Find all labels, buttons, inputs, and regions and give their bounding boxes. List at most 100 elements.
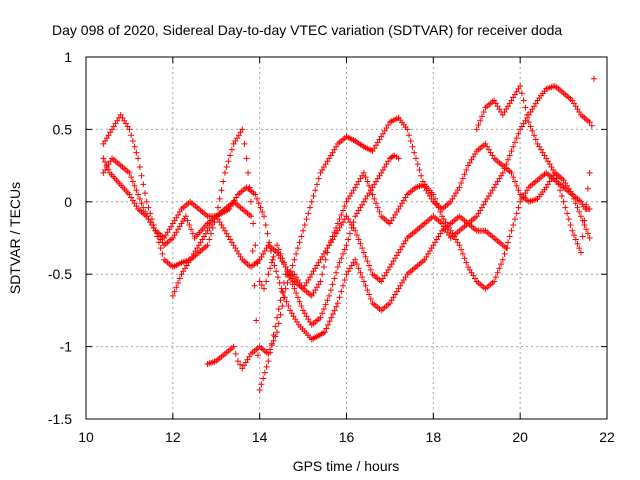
data-point: [310, 193, 317, 200]
data-point: [577, 249, 584, 256]
data-point: [267, 349, 274, 356]
data-point: [135, 191, 142, 198]
data-point: [362, 174, 369, 181]
data-point: [510, 174, 517, 181]
data-point: [576, 208, 583, 215]
data-point: [406, 132, 413, 139]
data-point: [343, 242, 350, 249]
data-point: [364, 258, 371, 265]
data-point: [574, 240, 581, 247]
series-track-f: [473, 75, 597, 256]
data-point: [305, 210, 312, 217]
data-point: [551, 169, 558, 176]
data-point: [581, 217, 588, 224]
data-point: [157, 245, 164, 252]
data-point: [461, 255, 468, 262]
data-point: [239, 126, 246, 133]
data-point: [274, 314, 281, 321]
data-point: [277, 311, 284, 318]
data-point: [503, 245, 510, 252]
data-point: [501, 250, 508, 257]
data-point: [143, 198, 150, 205]
data-point: [261, 213, 268, 220]
data-point: [329, 311, 336, 318]
data-point: [353, 232, 360, 239]
data-point: [501, 165, 508, 172]
data-point: [182, 213, 189, 220]
data-point: [584, 230, 591, 237]
data-point: [184, 217, 191, 224]
data-point: [569, 191, 576, 198]
y-tick-label: -1: [60, 339, 73, 355]
data-point: [307, 204, 314, 211]
data-point: [260, 375, 267, 382]
data-point: [511, 139, 518, 146]
data-point: [395, 155, 402, 162]
data-point: [367, 187, 374, 194]
data-point: [259, 208, 266, 215]
tick-labels-layer: 10 12 14 16 18 20 22 -1.5 -1 -0.5 0 0.5 1: [48, 49, 615, 445]
data-point: [320, 263, 327, 270]
data-point: [320, 305, 327, 312]
data-point: [456, 184, 463, 191]
data-point: [364, 287, 371, 294]
data-point: [433, 200, 440, 207]
data-point: [527, 123, 534, 130]
data-point: [279, 303, 286, 310]
data-point: [324, 297, 331, 304]
data-point: [574, 204, 581, 211]
data-point: [171, 288, 178, 295]
data-point: [317, 278, 324, 285]
data-point: [520, 97, 527, 104]
data-point: [285, 303, 292, 310]
data-point: [437, 208, 444, 215]
data-point: [478, 113, 485, 120]
data-point: [532, 136, 539, 143]
data-point: [277, 297, 284, 304]
data-point: [312, 187, 319, 194]
data-point: [506, 152, 513, 159]
data-point: [268, 340, 275, 347]
data-point: [366, 291, 373, 298]
series-track-c: [204, 114, 593, 372]
data-point: [517, 82, 524, 89]
data-point: [298, 233, 305, 240]
data-point: [531, 132, 538, 139]
data-point: [459, 175, 466, 182]
x-tick-label: 14: [252, 429, 268, 445]
data-point: [492, 274, 499, 281]
data-point: [101, 158, 108, 165]
data-point: [340, 207, 347, 214]
data-point: [463, 259, 470, 266]
data-point: [513, 135, 520, 142]
data-point: [515, 187, 522, 194]
data-point: [258, 381, 265, 388]
data-point: [333, 303, 340, 310]
data-point: [267, 265, 274, 272]
data-point: [331, 307, 338, 314]
data-point: [494, 269, 501, 276]
data-point: [583, 201, 590, 208]
data-point: [367, 295, 374, 302]
data-point: [579, 233, 586, 240]
data-point: [126, 169, 133, 176]
data-point: [463, 166, 470, 173]
data-point: [147, 210, 154, 217]
data-point: [412, 155, 419, 162]
data-point: [586, 206, 593, 213]
data-point: [557, 187, 564, 194]
data-point: [225, 158, 232, 165]
data-point: [461, 171, 468, 178]
data-point: [588, 122, 595, 129]
data-point: [280, 279, 287, 286]
data-point: [331, 275, 338, 282]
data-point: [499, 169, 506, 176]
data-point: [296, 298, 303, 305]
data-point: [360, 278, 367, 285]
data-point: [133, 149, 140, 156]
y-tick-label: 1: [64, 49, 72, 65]
data-point: [525, 119, 532, 126]
data-point: [571, 232, 578, 239]
data-point: [228, 146, 235, 153]
